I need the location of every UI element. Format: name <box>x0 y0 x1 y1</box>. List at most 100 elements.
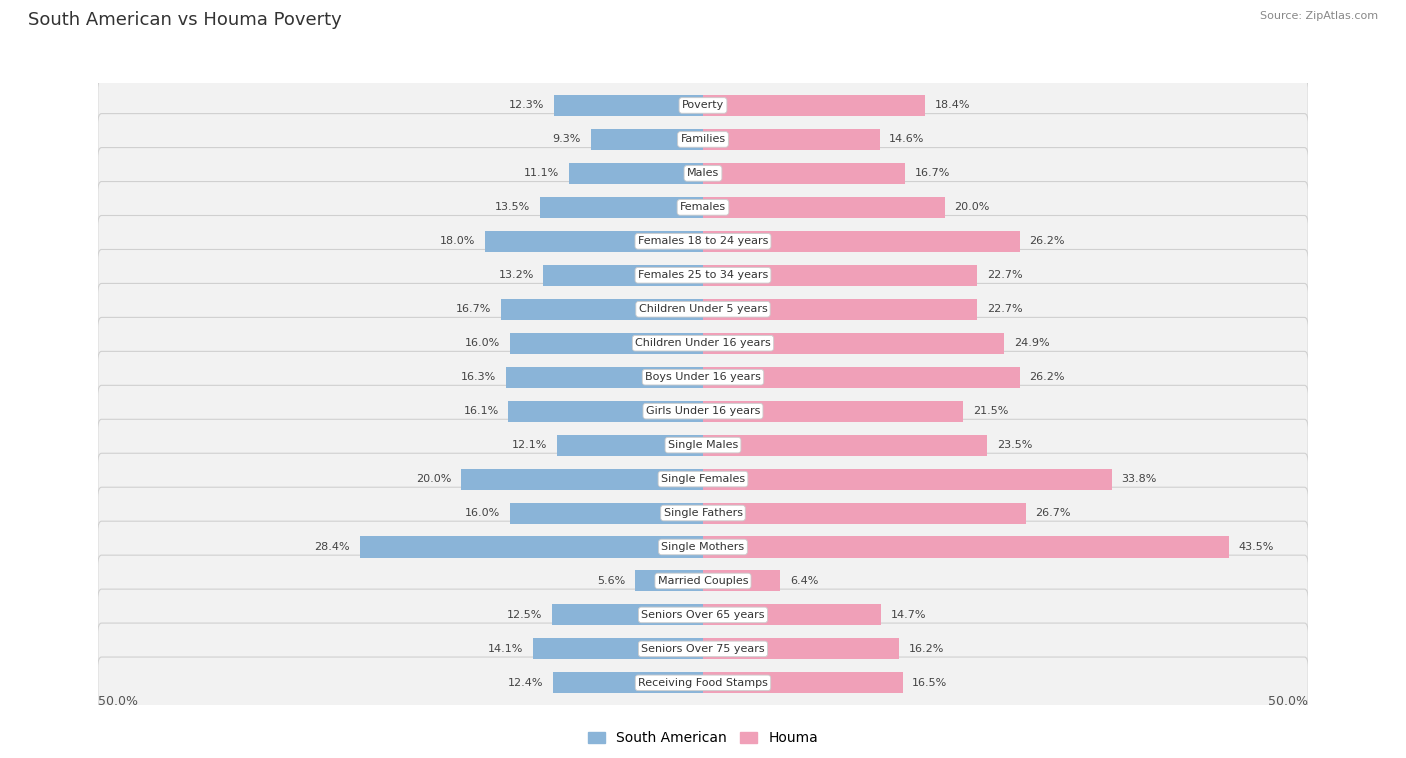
Bar <box>461 468 703 490</box>
Text: Single Females: Single Females <box>661 474 745 484</box>
FancyBboxPatch shape <box>98 114 1308 165</box>
Text: Single Fathers: Single Fathers <box>664 508 742 518</box>
FancyBboxPatch shape <box>98 522 1308 573</box>
Text: 18.0%: 18.0% <box>440 236 475 246</box>
FancyBboxPatch shape <box>98 80 1308 131</box>
Bar <box>703 163 905 184</box>
Text: 14.6%: 14.6% <box>889 134 925 145</box>
Text: Seniors Over 65 years: Seniors Over 65 years <box>641 610 765 620</box>
FancyBboxPatch shape <box>98 352 1308 403</box>
Text: 12.5%: 12.5% <box>506 610 543 620</box>
Bar <box>557 434 703 456</box>
Bar <box>540 197 703 218</box>
Bar <box>551 604 703 625</box>
Bar <box>703 230 1019 252</box>
Text: 9.3%: 9.3% <box>553 134 581 145</box>
Text: Single Mothers: Single Mothers <box>661 542 745 552</box>
Text: 16.1%: 16.1% <box>464 406 499 416</box>
Text: Seniors Over 75 years: Seniors Over 75 years <box>641 644 765 654</box>
Text: Children Under 16 years: Children Under 16 years <box>636 338 770 348</box>
Text: 14.7%: 14.7% <box>890 610 927 620</box>
Text: 16.7%: 16.7% <box>915 168 950 178</box>
Text: 22.7%: 22.7% <box>987 271 1022 280</box>
Bar <box>360 537 703 558</box>
Bar <box>569 163 703 184</box>
Bar <box>703 503 1026 524</box>
Text: 50.0%: 50.0% <box>98 695 138 708</box>
Bar <box>703 537 1229 558</box>
Text: Females: Females <box>681 202 725 212</box>
FancyBboxPatch shape <box>98 555 1308 607</box>
Bar <box>703 129 880 150</box>
Text: 18.4%: 18.4% <box>935 101 970 111</box>
FancyBboxPatch shape <box>98 419 1308 471</box>
Text: 22.7%: 22.7% <box>987 304 1022 315</box>
Text: 20.0%: 20.0% <box>955 202 990 212</box>
Text: 16.7%: 16.7% <box>456 304 492 315</box>
Text: 11.1%: 11.1% <box>524 168 560 178</box>
FancyBboxPatch shape <box>98 283 1308 335</box>
Bar <box>509 401 703 421</box>
Text: 26.2%: 26.2% <box>1029 372 1064 382</box>
Bar <box>703 265 977 286</box>
Bar <box>703 299 977 320</box>
Bar <box>703 468 1112 490</box>
Text: 26.7%: 26.7% <box>1035 508 1071 518</box>
Text: Females 25 to 34 years: Females 25 to 34 years <box>638 271 768 280</box>
Text: 12.3%: 12.3% <box>509 101 544 111</box>
Bar <box>485 230 703 252</box>
Text: Receiving Food Stamps: Receiving Food Stamps <box>638 678 768 688</box>
Text: Poverty: Poverty <box>682 101 724 111</box>
Bar <box>703 333 1004 354</box>
FancyBboxPatch shape <box>98 249 1308 301</box>
FancyBboxPatch shape <box>98 453 1308 505</box>
Text: 43.5%: 43.5% <box>1239 542 1274 552</box>
Bar <box>533 638 703 659</box>
Text: Boys Under 16 years: Boys Under 16 years <box>645 372 761 382</box>
Bar <box>506 367 703 387</box>
Bar <box>509 333 703 354</box>
Text: Girls Under 16 years: Girls Under 16 years <box>645 406 761 416</box>
Legend: South American, Houma: South American, Houma <box>582 725 824 751</box>
Text: 14.1%: 14.1% <box>488 644 523 654</box>
Bar <box>543 265 703 286</box>
Bar <box>703 604 880 625</box>
Text: 12.4%: 12.4% <box>508 678 543 688</box>
Bar <box>509 503 703 524</box>
Bar <box>703 401 963 421</box>
Bar <box>591 129 703 150</box>
Text: Males: Males <box>688 168 718 178</box>
Text: 28.4%: 28.4% <box>315 542 350 552</box>
FancyBboxPatch shape <box>98 623 1308 675</box>
Text: 12.1%: 12.1% <box>512 440 547 450</box>
Text: 6.4%: 6.4% <box>790 576 818 586</box>
Bar <box>703 571 780 591</box>
FancyBboxPatch shape <box>98 318 1308 369</box>
FancyBboxPatch shape <box>98 215 1308 267</box>
Text: 21.5%: 21.5% <box>973 406 1008 416</box>
Text: 16.0%: 16.0% <box>464 508 501 518</box>
Text: 24.9%: 24.9% <box>1014 338 1049 348</box>
FancyBboxPatch shape <box>98 148 1308 199</box>
Text: 16.0%: 16.0% <box>464 338 501 348</box>
Text: Females 18 to 24 years: Females 18 to 24 years <box>638 236 768 246</box>
FancyBboxPatch shape <box>98 181 1308 233</box>
FancyBboxPatch shape <box>98 589 1308 641</box>
FancyBboxPatch shape <box>98 385 1308 437</box>
Text: 26.2%: 26.2% <box>1029 236 1064 246</box>
Bar <box>703 367 1019 387</box>
Text: 20.0%: 20.0% <box>416 474 451 484</box>
Text: 13.5%: 13.5% <box>495 202 530 212</box>
Bar <box>554 95 703 116</box>
Bar <box>553 672 703 694</box>
Text: 5.6%: 5.6% <box>598 576 626 586</box>
Bar <box>703 95 925 116</box>
Bar <box>703 638 898 659</box>
Text: 16.2%: 16.2% <box>908 644 943 654</box>
Bar <box>501 299 703 320</box>
Text: 16.3%: 16.3% <box>461 372 496 382</box>
Text: Married Couples: Married Couples <box>658 576 748 586</box>
Text: Children Under 5 years: Children Under 5 years <box>638 304 768 315</box>
FancyBboxPatch shape <box>98 487 1308 539</box>
Text: 13.2%: 13.2% <box>498 271 534 280</box>
